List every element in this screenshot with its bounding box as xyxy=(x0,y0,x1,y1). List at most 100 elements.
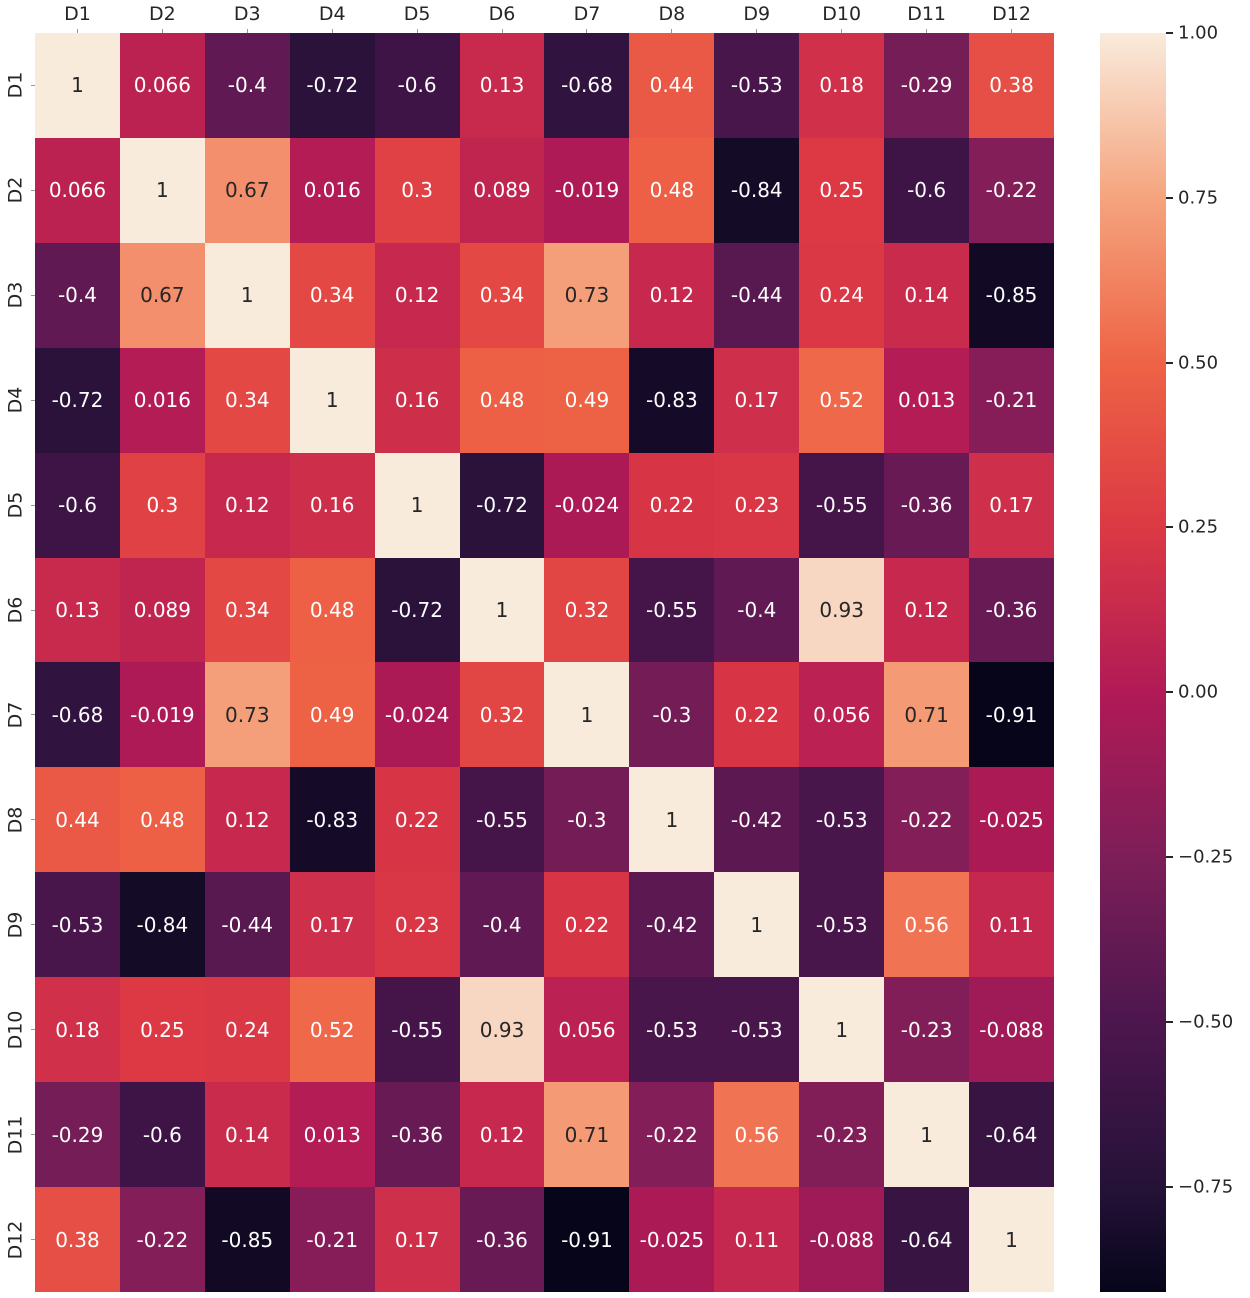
x-tick-mark xyxy=(246,29,248,33)
y-tick-mark xyxy=(31,1239,35,1241)
heatmap-cell: 0.48 xyxy=(119,767,205,873)
y-tick-mark xyxy=(31,504,35,506)
colorbar-tick-label: −0.75 xyxy=(1178,1176,1234,1198)
heatmap-cell: -0.85 xyxy=(204,1187,290,1292)
y-tick-mark xyxy=(31,1029,35,1031)
y-tick-mark xyxy=(31,924,35,926)
heatmap-cell: -0.55 xyxy=(459,767,545,873)
heatmap-cell: 0.18 xyxy=(35,977,120,1083)
heatmap-grid: 1 0.066 -0.4 -0.72 -0.6 0.13 -0.68 0.44 -0.53 0.1… xyxy=(35,33,1054,1292)
heatmap-cell: 1 xyxy=(969,1187,1054,1292)
heatmap-cell: -0.22 xyxy=(884,767,970,873)
heatmap-cell: 0.49 xyxy=(289,662,375,768)
heatmap-cell: -0.4 xyxy=(35,242,120,348)
heatmap-cell: 0.34 xyxy=(459,242,545,348)
heatmap-cell: 0.44 xyxy=(35,767,120,873)
heatmap-cell: 0.016 xyxy=(119,347,205,453)
colorbar-tick-mark xyxy=(1166,855,1173,858)
heatmap-cell: 1 xyxy=(289,347,375,453)
heatmap-cell: 0.013 xyxy=(289,1082,375,1188)
heatmap-cell: 0.056 xyxy=(544,977,630,1083)
heatmap-cell: 0.48 xyxy=(459,347,545,453)
heatmap-cell: 1 xyxy=(204,242,290,348)
heatmap-cell: -0.68 xyxy=(544,33,630,138)
heatmap-cell: 0.73 xyxy=(204,662,290,768)
heatmap-cell: -0.91 xyxy=(544,1187,630,1292)
heatmap-cell: 0.93 xyxy=(799,557,885,663)
y-tick-label: D3 xyxy=(0,243,31,348)
heatmap-cell: -0.72 xyxy=(35,347,120,453)
colorbar-tick-mark xyxy=(1166,1185,1173,1188)
y-tick-label-text: D12 xyxy=(4,1220,27,1259)
heatmap-cell: -0.019 xyxy=(119,662,205,768)
heatmap-cell: -0.72 xyxy=(289,33,375,138)
heatmap-cell: 0.44 xyxy=(629,33,715,138)
heatmap-cell: 0.34 xyxy=(289,242,375,348)
colorbar-tick-mark xyxy=(1166,691,1173,694)
colorbar-tick-label: 0.25 xyxy=(1178,516,1219,538)
y-tick-label: D2 xyxy=(0,138,31,243)
heatmap-cell: -0.84 xyxy=(119,872,205,978)
y-tick-mark xyxy=(31,819,35,821)
y-tick-label-text: D5 xyxy=(4,491,27,519)
heatmap-cell: -0.55 xyxy=(629,557,715,663)
heatmap-cell: 0.3 xyxy=(119,452,205,558)
y-tick-mark xyxy=(31,294,35,296)
x-tick-mark xyxy=(416,29,418,33)
y-tick-label: D4 xyxy=(0,348,31,453)
y-tick-label: D6 xyxy=(0,558,31,663)
heatmap-cell: -0.025 xyxy=(969,767,1054,873)
x-tick-mark xyxy=(671,29,673,33)
heatmap-cell: 1 xyxy=(35,33,120,138)
x-tick-label: D7 xyxy=(573,3,601,25)
y-tick-label-text: D6 xyxy=(4,596,27,624)
heatmap-cell: 1 xyxy=(629,767,715,873)
heatmap-cell: -0.019 xyxy=(544,137,630,243)
x-tick-label: D11 xyxy=(907,3,947,25)
heatmap-cell: 0.14 xyxy=(884,242,970,348)
heatmap-cell: -0.72 xyxy=(374,557,460,663)
x-tick-mark xyxy=(756,29,758,33)
heatmap-cell: -0.4 xyxy=(714,557,800,663)
heatmap-cell: -0.024 xyxy=(544,452,630,558)
heatmap-cell: 0.3 xyxy=(374,137,460,243)
heatmap-cell: -0.024 xyxy=(374,662,460,768)
heatmap-cell: 0.48 xyxy=(289,557,375,663)
heatmap-cell: -0.22 xyxy=(119,1187,205,1292)
y-tick-mark xyxy=(31,399,35,401)
y-tick-label: D12 xyxy=(0,1187,31,1292)
colorbar-tick-mark xyxy=(1166,196,1173,199)
y-tick-label: D7 xyxy=(0,663,31,768)
y-tick-label-text: D9 xyxy=(4,911,27,939)
heatmap-cell: 0.32 xyxy=(459,662,545,768)
heatmap-cell: 0.25 xyxy=(799,137,885,243)
heatmap-cell: -0.3 xyxy=(544,767,630,873)
heatmap-cell: 0.089 xyxy=(459,137,545,243)
y-tick-label: D11 xyxy=(0,1082,31,1187)
heatmap-cell: 0.013 xyxy=(884,347,970,453)
colorbar-tick-label: −0.50 xyxy=(1178,1011,1234,1033)
y-tick-label: D1 xyxy=(0,33,31,138)
colorbar xyxy=(1100,33,1166,1292)
heatmap-cell: -0.22 xyxy=(969,137,1054,243)
x-tick-mark xyxy=(586,29,588,33)
colorbar-tick-label: 0.50 xyxy=(1178,352,1219,374)
colorbar-tick-label: 0.00 xyxy=(1178,681,1219,703)
heatmap-cell: -0.91 xyxy=(969,662,1054,768)
heatmap-cell: 0.38 xyxy=(35,1187,120,1292)
heatmap-cell: -0.42 xyxy=(714,767,800,873)
heatmap-cell: 0.93 xyxy=(459,977,545,1083)
heatmap-cell: 0.56 xyxy=(884,872,970,978)
y-tick-mark xyxy=(31,714,35,716)
heatmap-cell: 0.52 xyxy=(799,347,885,453)
y-tick-label-text: D7 xyxy=(4,701,27,729)
y-tick-label: D10 xyxy=(0,977,31,1082)
heatmap-cell: 0.67 xyxy=(204,137,290,243)
heatmap-cell: 0.12 xyxy=(374,242,460,348)
x-tick-label: D10 xyxy=(822,3,862,25)
y-tick-mark xyxy=(31,189,35,191)
x-tick-mark xyxy=(1011,29,1013,33)
colorbar-tick-label: 1.00 xyxy=(1178,22,1219,44)
heatmap-cell: -0.6 xyxy=(35,452,120,558)
x-tick-mark xyxy=(76,29,78,33)
